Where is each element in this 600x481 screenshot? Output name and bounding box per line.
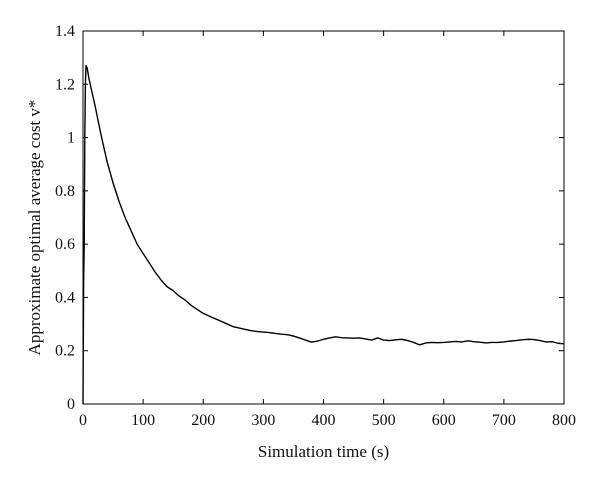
y-tick-label: 0.4	[55, 289, 75, 306]
x-tick-label: 500	[372, 412, 396, 429]
x-axis-ticks: 0 100 200 300 400 500 600 700 800	[79, 31, 576, 429]
x-tick-label: 400	[312, 412, 336, 429]
x-tick-label: 800	[552, 412, 576, 429]
y-tick-label: 0.8	[55, 183, 75, 200]
y-tick-label: 1.2	[55, 76, 75, 93]
y-tick-label: 0	[67, 396, 75, 413]
x-axis-label: Simulation time (s)	[258, 442, 389, 461]
x-tick-label: 700	[492, 412, 516, 429]
x-tick-label: 200	[191, 412, 215, 429]
y-axis-ticks: 0 0.2 0.4 0.6 0.8 1 1.2 1.4	[55, 23, 564, 413]
plot-area-border	[82, 30, 565, 405]
series-layer	[82, 64, 565, 405]
y-axis-label: Approximate optimal average cost v*	[25, 100, 44, 356]
x-tick-label: 300	[251, 412, 275, 429]
x-tick-label: 100	[131, 412, 155, 429]
series-line	[82, 64, 565, 405]
y-tick-label: 1	[67, 130, 75, 147]
x-tick-label: 0	[79, 412, 87, 429]
x-tick-label: 600	[432, 412, 456, 429]
y-tick-label: 1.4	[55, 23, 75, 40]
y-tick-label: 0.6	[55, 236, 75, 253]
plot-frame	[82, 30, 565, 405]
y-tick-label: 0.2	[55, 343, 75, 360]
